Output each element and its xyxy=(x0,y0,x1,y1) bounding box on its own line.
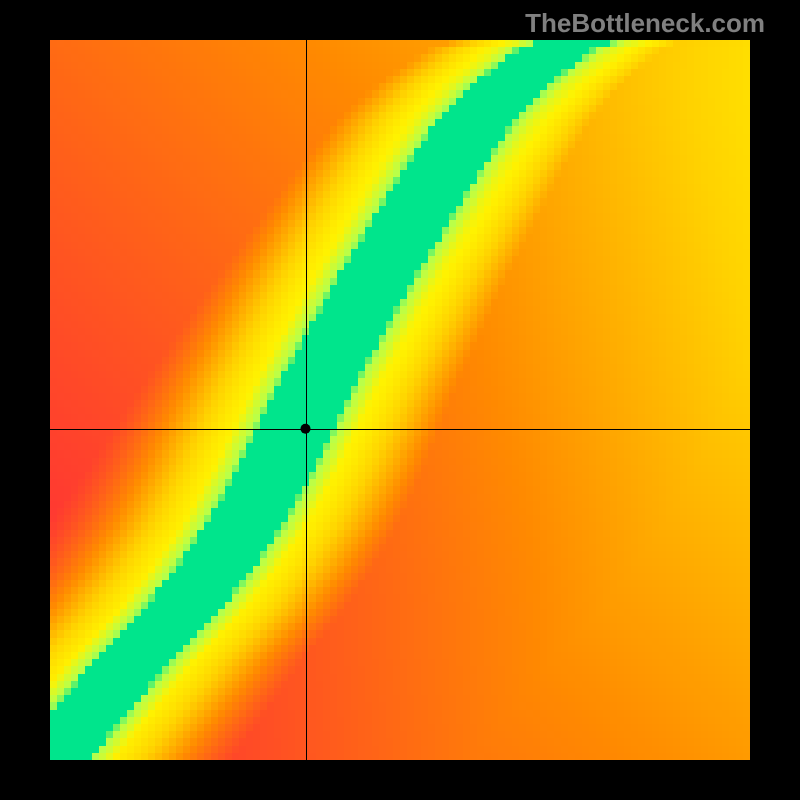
chart-container: { "watermark": { "text": "TheBottleneck.… xyxy=(0,0,800,800)
watermark-text: TheBottleneck.com xyxy=(525,8,765,39)
bottleneck-heatmap xyxy=(0,0,800,800)
